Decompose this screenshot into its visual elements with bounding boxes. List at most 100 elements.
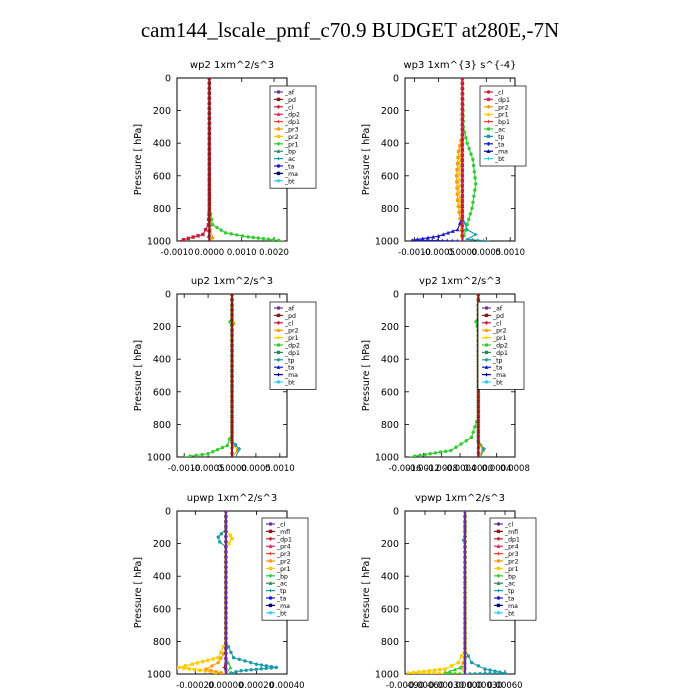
profiles (406, 511, 507, 674)
x-tick-label: 0.0020 (259, 248, 289, 258)
profile-marker (457, 177, 462, 182)
profile-marker (457, 210, 461, 215)
legend-marker (276, 164, 281, 168)
x-tick-label: -0.0010 (161, 248, 194, 258)
profile-marker (198, 668, 202, 672)
y-tick-label: 400 (153, 572, 171, 583)
legend-label: _ma (276, 603, 290, 610)
x-tick-label: 0.0005 (471, 248, 501, 258)
profile-marker (237, 446, 242, 451)
legend-marker (486, 104, 491, 109)
legend-label: _mfl (504, 529, 518, 536)
profile-marker (427, 669, 431, 673)
legend-label: _pr3 (504, 551, 519, 558)
legend-label: _ac (504, 581, 516, 588)
profile-marker (229, 232, 233, 236)
legend-label: _ta (284, 164, 295, 171)
legend-label: _pr1 (494, 112, 509, 119)
profile-marker (476, 664, 481, 668)
profile-marker (464, 439, 469, 443)
legend-marker (496, 544, 501, 548)
legend-label: _af (284, 90, 295, 97)
legend-marker (276, 156, 281, 161)
profile-marker (254, 667, 258, 672)
profile-marker (196, 234, 200, 238)
legend-marker (276, 320, 281, 325)
legend-marker (496, 581, 501, 585)
profile-marker (228, 533, 233, 538)
profile-marker (456, 155, 460, 160)
legend-marker (268, 603, 273, 608)
profile-marker (471, 163, 476, 168)
legend-label: _pr2 (284, 134, 299, 141)
y-axis-label: Pressure [ hPa] (133, 557, 144, 628)
profile-marker (458, 144, 462, 148)
legend-label: _ac (494, 127, 506, 134)
legend-marker (276, 372, 281, 377)
y-tick-label: 1000 (375, 237, 399, 248)
profile-marker (425, 238, 429, 241)
legend-marker (486, 119, 491, 124)
profile-marker (264, 664, 269, 668)
legend-marker (268, 529, 273, 534)
legend-label: _bp (276, 573, 288, 580)
profile-marker (269, 666, 273, 670)
panel-title: wp3 1xm^{3} s^{-4} (403, 60, 516, 71)
chart-panel-5: upwp 1xm^2/s^3 Pressure [ hPa] 0 200 400 600 8… (133, 493, 309, 691)
legend-marker (276, 104, 281, 109)
profile-marker (437, 671, 441, 674)
legend-label: _pr1 (492, 335, 507, 342)
profile-marker (219, 650, 223, 654)
profile-marker (455, 186, 459, 190)
profile-marker (244, 668, 248, 672)
legend-label: _pr4 (504, 544, 519, 551)
profile-marker (229, 671, 233, 674)
profile-marker (231, 656, 236, 660)
legend-marker (276, 149, 281, 153)
panel-title: up2 1xm^2/s^3 (191, 276, 273, 287)
profile-marker (211, 450, 215, 454)
legend-label: _bt (284, 178, 295, 185)
y-tick-label: 0 (393, 74, 399, 85)
profile-line (178, 78, 210, 241)
legend-label: _ma (284, 171, 298, 178)
legend-label: _cl (504, 522, 513, 529)
profile-marker (427, 671, 431, 674)
legend-label: _dp2 (284, 112, 300, 119)
legend-marker (496, 559, 501, 563)
profile-marker (411, 671, 416, 674)
profile-marker (183, 664, 188, 668)
profile-marker (231, 321, 236, 326)
profile-marker (430, 238, 434, 241)
legend-label: _tp (276, 588, 287, 595)
profile-marker (218, 540, 222, 544)
profile-marker (432, 671, 436, 674)
legend-marker (486, 156, 491, 161)
profile-marker (219, 228, 223, 232)
profile-marker (483, 667, 487, 671)
profile-marker (415, 238, 419, 241)
legend-label: _pd (284, 313, 296, 320)
legend-marker (276, 380, 281, 384)
legend-label: _dp1 (276, 536, 292, 543)
legend-label: _tp (494, 134, 505, 141)
legend-marker (268, 566, 273, 571)
profile-marker (274, 665, 279, 670)
profile-marker (182, 666, 186, 670)
legend-label: _ta (504, 596, 515, 603)
profile-marker (464, 136, 468, 140)
profile-marker (469, 660, 474, 665)
profile-marker (240, 234, 245, 238)
profile-marker (458, 671, 462, 674)
legend-marker (268, 573, 273, 578)
legend-marker (484, 306, 489, 310)
profile-marker (206, 452, 210, 456)
x-tick-label: 0.0008 (500, 464, 530, 474)
profile-marker (413, 454, 417, 457)
x-tick-label: -0.0005 (192, 464, 225, 474)
profile-marker (454, 445, 458, 449)
profile-marker (473, 188, 477, 192)
profile-marker (488, 668, 492, 672)
x-tick-label: 0.0004 (482, 464, 512, 474)
x-tick-label: 0.0000 (463, 464, 493, 474)
